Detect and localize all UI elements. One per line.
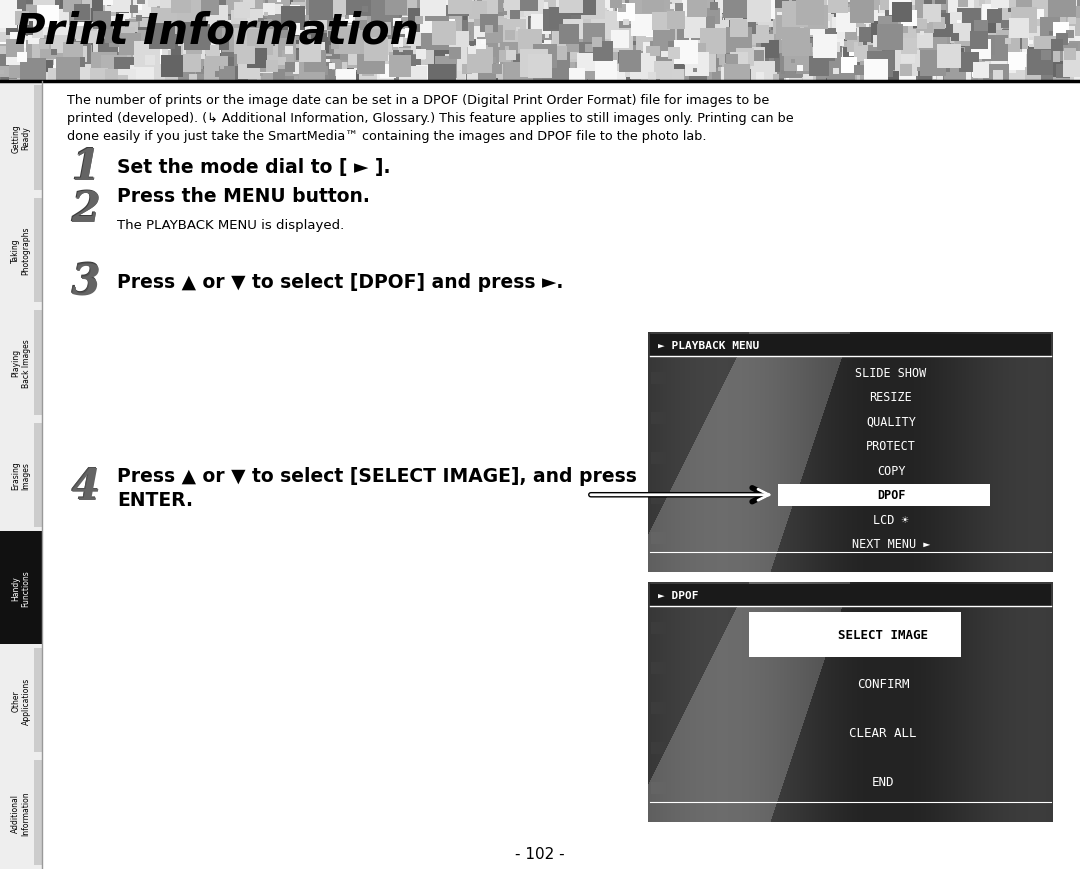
Text: Press ▲ or ▼ to select [SELECT IMAGE], and press: Press ▲ or ▼ to select [SELECT IMAGE], a… [117, 467, 637, 486]
Text: QUALITY: QUALITY [866, 415, 916, 428]
Text: 2: 2 [71, 189, 100, 231]
Bar [0, 532, 42, 644]
Text: Press ▲ or ▼ to select [DPOF] and press ►.: Press ▲ or ▼ to select [DPOF] and press … [117, 272, 564, 291]
Bar [0, 82, 42, 195]
Text: 4: 4 [70, 466, 99, 507]
Text: 3: 3 [71, 262, 100, 303]
Bar [750, 613, 961, 657]
Bar [0, 195, 42, 307]
Text: 4: 4 [71, 467, 100, 508]
Bar [33, 423, 42, 527]
Bar [778, 484, 990, 507]
Text: SLIDE SHOW: SLIDE SHOW [855, 367, 927, 379]
Bar [650, 584, 1051, 607]
Text: 3: 3 [70, 261, 99, 302]
Text: DPOF: DPOF [877, 488, 905, 501]
Text: Print Information: Print Information [15, 11, 419, 53]
Text: The PLAYBACK MENU is displayed.: The PLAYBACK MENU is displayed. [117, 218, 345, 231]
Text: ► DPOF: ► DPOF [658, 590, 699, 600]
Text: SELECT IMAGE: SELECT IMAGE [838, 628, 928, 641]
Text: Playing
Back Images: Playing Back Images [11, 339, 30, 388]
Text: CONFIRM: CONFIRM [856, 677, 909, 690]
Text: ► PLAYBACK MENU: ► PLAYBACK MENU [658, 341, 759, 350]
Text: Additional
Information: Additional Information [11, 791, 30, 835]
Text: The number of prints or the image date can be set in a DPOF (Digital Print Order: The number of prints or the image date c… [67, 94, 794, 143]
Text: END: END [872, 775, 894, 788]
Bar [33, 198, 42, 302]
Text: 4: 4 [71, 466, 100, 507]
Text: 3: 3 [71, 262, 100, 303]
Text: COPY: COPY [877, 464, 905, 477]
Bar [33, 760, 42, 865]
Bar [0, 644, 42, 757]
Bar [33, 311, 42, 415]
Text: 1: 1 [71, 146, 100, 189]
Text: ENTER.: ENTER. [117, 491, 193, 510]
Text: RESIZE: RESIZE [869, 391, 913, 404]
Bar [0, 307, 42, 419]
Text: 1: 1 [71, 147, 100, 189]
Text: NEXT MENU ►: NEXT MENU ► [852, 538, 930, 551]
Text: Erasing
Images: Erasing Images [11, 461, 30, 490]
Text: Handy
Functions: Handy Functions [11, 569, 30, 607]
Text: - 102 -: - 102 - [515, 846, 565, 861]
Text: 1: 1 [70, 146, 99, 188]
Bar [650, 335, 1051, 356]
Text: Taking
Photographs: Taking Photographs [11, 226, 30, 275]
Bar [0, 757, 42, 869]
Text: Set the mode dial to [ ► ].: Set the mode dial to [ ► ]. [117, 157, 391, 176]
Text: 2: 2 [71, 189, 100, 230]
Text: Other
Applications: Other Applications [11, 677, 30, 724]
Text: 2: 2 [70, 188, 99, 229]
Text: CLEAR ALL: CLEAR ALL [849, 726, 917, 740]
Bar [0, 419, 42, 532]
Text: PROTECT: PROTECT [866, 440, 916, 453]
Text: Press the MENU button.: Press the MENU button. [117, 188, 369, 206]
Bar [33, 648, 42, 753]
Text: Getting
Ready: Getting Ready [11, 123, 30, 152]
Bar [33, 86, 42, 190]
Text: LCD ☀: LCD ☀ [874, 514, 908, 526]
